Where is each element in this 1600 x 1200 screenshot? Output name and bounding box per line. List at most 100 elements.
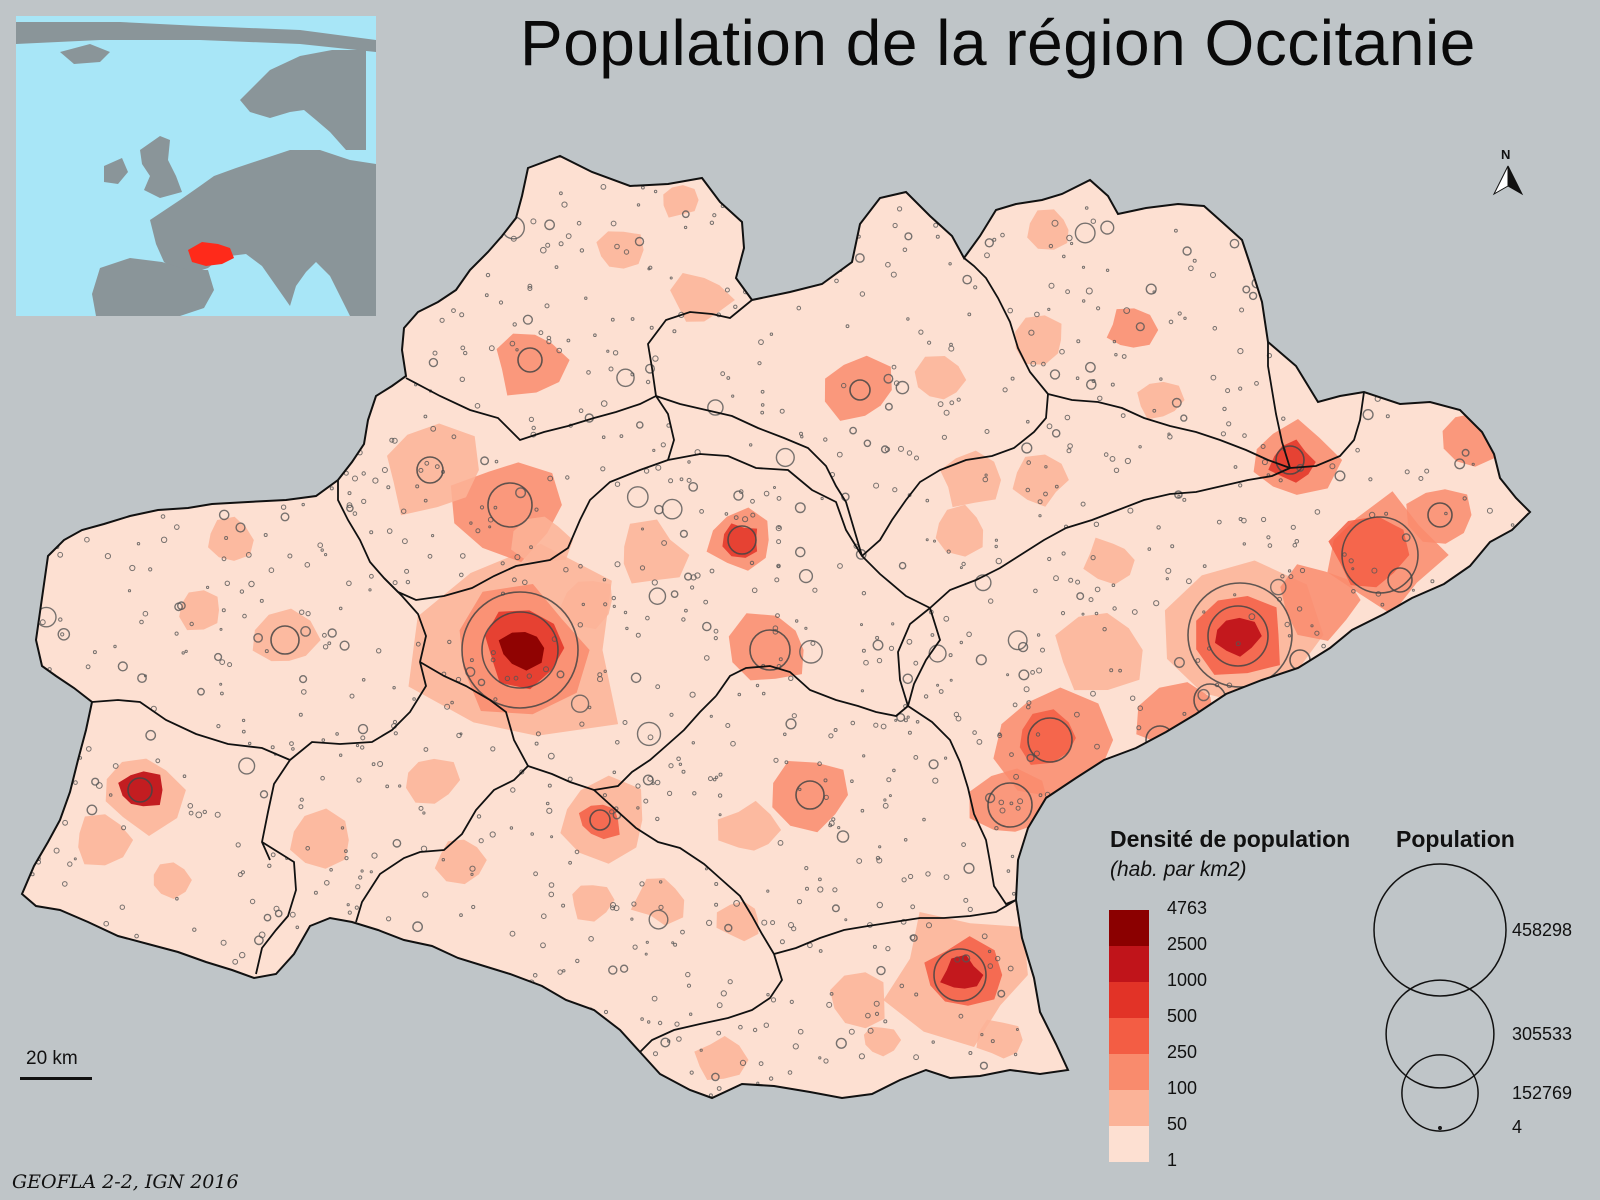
commune-circle: [304, 1017, 308, 1022]
commune-circle: [1291, 1008, 1298, 1015]
commune-circle: [393, 373, 398, 379]
commune-circle: [865, 1012, 871, 1019]
commune-circle: [1399, 708, 1404, 713]
commune-circle: [1394, 210, 1399, 215]
commune-circle: [1282, 685, 1286, 689]
commune-circle: [826, 1001, 833, 1008]
commune-circle: [422, 891, 429, 898]
commune-circle: [533, 871, 538, 877]
commune-circle: [1105, 1040, 1109, 1044]
commune-circle: [648, 909, 669, 930]
commune-circle: [1513, 1052, 1526, 1065]
commune-circle: [925, 871, 931, 877]
commune-circle: [635, 632, 641, 638]
commune-circle: [471, 211, 476, 216]
commune-circle: [1386, 321, 1392, 326]
commune-circle: [883, 373, 894, 384]
commune-circle: [1070, 241, 1074, 246]
commune-circle: [1314, 509, 1321, 515]
commune-circle: [645, 615, 650, 621]
commune-circle: [1242, 1027, 1246, 1032]
commune-circle: [180, 436, 187, 443]
commune-circle: [1409, 315, 1413, 319]
commune-circle: [62, 960, 69, 966]
commune-circle: [254, 1074, 260, 1080]
commune-circle: [440, 1074, 446, 1080]
commune-circle: [892, 222, 898, 229]
commune-circle: [597, 676, 603, 683]
commune-circle: [99, 372, 104, 377]
city-circle: [487, 482, 533, 528]
commune-circle: [752, 1027, 758, 1033]
commune-circle: [1207, 934, 1212, 938]
commune-circle: [401, 249, 421, 269]
commune-circle: [45, 972, 51, 978]
commune-circle: [894, 718, 898, 722]
commune-circle: [1512, 820, 1518, 826]
commune-circle: [988, 598, 994, 604]
commune-circle: [860, 808, 865, 813]
commune-circle: [428, 357, 439, 368]
commune-circle: [441, 1019, 445, 1023]
commune-circle: [1060, 611, 1066, 616]
commune-circle: [1441, 881, 1448, 887]
commune-circle: [584, 296, 588, 300]
commune-circle: [138, 1031, 144, 1037]
commune-circle: [789, 999, 794, 1005]
commune-circle: [581, 602, 585, 607]
commune-circle: [776, 496, 782, 501]
commune-circle: [1109, 668, 1114, 673]
density-zone: [824, 355, 892, 421]
commune-circle: [190, 328, 197, 334]
commune-circle: [484, 1039, 489, 1044]
commune-circle: [99, 452, 105, 458]
commune-circle: [794, 502, 806, 514]
density-zone: [434, 839, 487, 885]
commune-circle: [1029, 847, 1035, 853]
commune-circle: [253, 633, 264, 643]
commune-circle: [689, 1070, 694, 1075]
commune-circle: [766, 889, 770, 893]
commune-circle: [652, 448, 656, 452]
commune-circle: [164, 431, 168, 436]
commune-circle: [746, 247, 752, 253]
commune-circle: [1432, 397, 1437, 402]
density-legend-swatches: [1109, 910, 1149, 1162]
commune-circle: [1075, 376, 1080, 381]
commune-circle: [1441, 943, 1445, 947]
commune-circle: [1343, 908, 1348, 913]
commune-circle: [371, 852, 378, 859]
commune-circle: [1066, 234, 1073, 242]
commune-circle: [540, 1091, 546, 1097]
commune-circle: [1499, 956, 1505, 962]
commune-circle: [1212, 326, 1218, 331]
commune-circle: [927, 340, 932, 345]
commune-circle: [111, 1087, 115, 1092]
commune-circle: [1202, 610, 1206, 614]
commune-circle: [1053, 908, 1059, 915]
commune-circle: [372, 477, 379, 484]
commune-circle: [602, 793, 608, 798]
commune-circle: [1314, 875, 1320, 881]
commune-circle: [630, 372, 635, 377]
commune-circle: [50, 488, 57, 494]
commune-circle: [30, 958, 37, 965]
commune-circle: [891, 622, 895, 626]
commune-circle: [892, 487, 898, 493]
commune-circle: [441, 858, 445, 862]
commune-circle: [1030, 670, 1035, 675]
commune-circle: [407, 238, 412, 244]
commune-circle: [446, 231, 451, 235]
commune-circle: [474, 163, 479, 168]
commune-circle: [1049, 369, 1061, 380]
density-class-label: 4763: [1167, 898, 1208, 918]
commune-circle: [1096, 306, 1101, 311]
commune-circle: [509, 930, 516, 937]
commune-circle: [1248, 613, 1256, 621]
commune-circle: [526, 673, 532, 679]
commune-circle: [1250, 206, 1255, 212]
commune-circle: [346, 429, 350, 434]
commune-circle: [1109, 456, 1116, 462]
commune-circle: [1025, 908, 1032, 915]
commune-circle: [422, 811, 426, 815]
